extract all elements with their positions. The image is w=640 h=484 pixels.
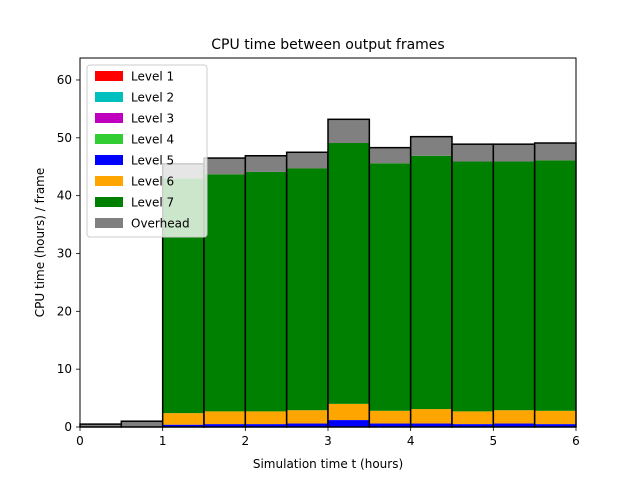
bar-segment xyxy=(410,136,452,156)
legend-swatch xyxy=(95,71,123,81)
bar-segment xyxy=(286,168,328,411)
bar-segment xyxy=(369,147,411,164)
bar-segment xyxy=(328,403,370,421)
chart-title: CPU time between output frames xyxy=(211,37,444,53)
x-axis-label: Simulation time t (hours) xyxy=(253,457,403,471)
x-tick-label: 5 xyxy=(490,434,498,448)
legend-swatch xyxy=(95,155,123,165)
bar-segment xyxy=(204,158,246,175)
bar-segment xyxy=(245,171,287,412)
bar-segment xyxy=(452,424,494,427)
bar-segment xyxy=(410,155,452,410)
bar-segment xyxy=(369,423,411,427)
bar-segment xyxy=(121,421,163,427)
y-tick-label: 0 xyxy=(64,420,72,434)
bar-segment xyxy=(534,143,576,161)
bar-segment xyxy=(328,143,370,404)
bar-segment xyxy=(328,119,370,144)
bar-segment xyxy=(245,424,287,427)
legend-swatch xyxy=(95,134,123,144)
legend-label: Level 7 xyxy=(131,196,174,210)
x-axis-ticks: 0 1 2 3 4 5 6 xyxy=(76,427,580,448)
legend-label: Overhead xyxy=(131,217,190,231)
bar-segment xyxy=(534,424,576,427)
bar-segment xyxy=(493,144,535,162)
bar-segment xyxy=(286,423,328,427)
legend-label: Level 5 xyxy=(131,154,174,168)
legend-box xyxy=(86,64,208,238)
y-tick-label: 40 xyxy=(57,189,72,203)
bar-segment xyxy=(534,160,576,411)
bar-segment xyxy=(245,411,287,425)
y-tick-label: 30 xyxy=(57,246,72,260)
x-tick-label: 6 xyxy=(572,434,580,448)
bar-segment xyxy=(452,161,494,412)
y-tick-label: 20 xyxy=(57,304,72,318)
bar-segment xyxy=(410,423,452,427)
legend-label: Level 4 xyxy=(131,133,174,147)
y-axis-ticks: 0 10 20 30 40 50 60 xyxy=(57,73,80,434)
bar-segment xyxy=(204,411,246,425)
bar-segment xyxy=(286,410,328,424)
bar-segment xyxy=(452,144,494,162)
legend-label: Level 6 xyxy=(131,175,174,189)
bar-segment xyxy=(493,423,535,427)
legend-swatch xyxy=(95,176,123,186)
bar-segment xyxy=(410,409,452,424)
bar-segment xyxy=(162,413,204,425)
x-tick-label: 0 xyxy=(76,434,84,448)
bar-segment xyxy=(204,174,246,412)
legend-label: Level 2 xyxy=(131,91,174,105)
y-axis-label: CPU time (hours) / frame xyxy=(33,168,47,318)
bar-segment xyxy=(162,424,204,427)
bar-segment xyxy=(493,410,535,424)
bar-segment xyxy=(369,410,411,424)
y-tick-label: 50 xyxy=(57,131,72,145)
bar-segment xyxy=(369,163,411,411)
bar-segment xyxy=(204,424,246,427)
x-tick-label: 4 xyxy=(407,434,415,448)
bar-segment xyxy=(80,424,122,427)
bar-segment xyxy=(534,410,576,425)
bar-segment xyxy=(245,155,287,172)
x-tick-label: 1 xyxy=(159,434,167,448)
legend-swatch xyxy=(95,92,123,102)
legend: Level 1 Level 2 Level 3 Level 4 Level 5 Level… xyxy=(86,64,208,238)
legend-swatch xyxy=(95,197,123,207)
bar-segment xyxy=(286,152,328,169)
bar-segment xyxy=(452,411,494,425)
legend-swatch xyxy=(95,113,123,123)
bar-segment xyxy=(328,420,370,427)
y-tick-label: 10 xyxy=(57,362,72,376)
x-tick-label: 3 xyxy=(324,434,332,448)
bar-segment xyxy=(493,161,535,411)
legend-label: Level 1 xyxy=(131,70,174,84)
x-tick-label: 2 xyxy=(242,434,250,448)
legend-swatch xyxy=(95,218,123,228)
legend-label: Level 3 xyxy=(131,112,174,126)
y-tick-label: 60 xyxy=(57,73,72,87)
